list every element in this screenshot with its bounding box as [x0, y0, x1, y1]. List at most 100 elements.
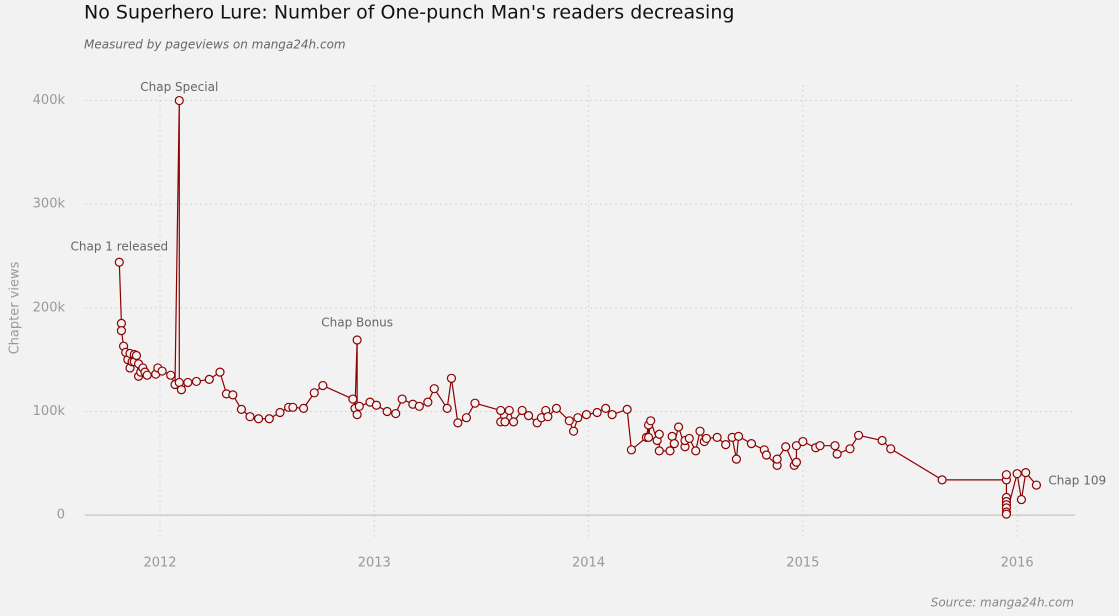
point	[496, 405, 506, 416]
point	[1031, 480, 1042, 490]
point	[601, 403, 611, 413]
point	[453, 418, 463, 428]
point	[622, 404, 632, 415]
point	[298, 403, 309, 413]
point	[114, 257, 124, 267]
point	[523, 411, 534, 421]
point	[543, 412, 553, 422]
point	[761, 450, 772, 460]
point	[352, 409, 362, 420]
y-tick-label: 400k	[33, 93, 66, 108]
point	[1001, 509, 1012, 519]
point	[264, 414, 274, 424]
annotation: Chap Bonus	[321, 315, 393, 329]
point	[684, 433, 694, 444]
point	[215, 367, 225, 377]
point	[371, 400, 382, 410]
point	[731, 454, 742, 464]
point	[288, 402, 298, 412]
point	[665, 446, 675, 456]
point	[354, 401, 364, 411]
y-tick-label: 0	[57, 508, 65, 523]
point	[573, 413, 583, 423]
point	[733, 431, 744, 441]
point	[397, 394, 407, 404]
point	[1001, 470, 1012, 480]
point	[245, 412, 255, 422]
y-tick-label: 300k	[33, 197, 66, 212]
point	[781, 442, 791, 452]
y-tick-label: 200k	[33, 300, 66, 315]
point	[236, 404, 247, 415]
y-axis-label: Chapter views	[8, 261, 23, 354]
point	[853, 430, 864, 440]
point	[442, 403, 452, 413]
point	[712, 432, 722, 442]
source: Source: manga24h.com	[931, 596, 1074, 610]
point	[461, 413, 472, 423]
point	[772, 454, 782, 464]
point	[581, 409, 592, 420]
point	[414, 401, 424, 411]
annotation: Chap 1 released	[70, 240, 168, 254]
point	[886, 444, 896, 454]
x-tick-label: 2013	[358, 556, 391, 571]
point	[607, 409, 617, 420]
point	[643, 432, 654, 442]
point	[551, 403, 562, 413]
point	[654, 446, 664, 456]
point	[791, 441, 802, 451]
point	[382, 406, 392, 417]
point	[564, 416, 574, 426]
point	[191, 376, 202, 387]
point	[253, 414, 264, 424]
point	[309, 388, 319, 398]
point	[166, 370, 176, 380]
point	[654, 429, 664, 439]
x-tick-label: 2014	[572, 556, 605, 571]
point	[877, 435, 887, 446]
point	[791, 457, 802, 467]
y-tick-label: 100k	[33, 404, 66, 419]
point	[429, 384, 439, 394]
point	[695, 426, 705, 436]
point	[845, 444, 855, 454]
point	[830, 441, 840, 451]
point	[626, 445, 637, 455]
point	[228, 390, 238, 400]
line	[118, 100, 1037, 515]
point	[592, 407, 602, 418]
point	[746, 439, 757, 449]
x-tick-label: 2015	[786, 556, 819, 571]
point	[815, 441, 825, 451]
point	[174, 95, 184, 106]
point	[423, 397, 433, 407]
point	[183, 377, 193, 388]
point	[646, 416, 656, 426]
point	[832, 449, 842, 459]
chart-subtitle: Measured by pageviews on manga24h.com	[84, 38, 346, 52]
x-tick-label: 2012	[143, 556, 176, 571]
point	[318, 380, 328, 391]
point	[470, 398, 480, 408]
point	[673, 422, 684, 432]
point	[446, 373, 457, 383]
point	[176, 385, 187, 395]
point	[1012, 469, 1022, 479]
point	[568, 426, 579, 436]
annotation: Chap Special	[140, 80, 218, 94]
point	[508, 417, 519, 427]
point	[517, 405, 527, 416]
point	[798, 436, 808, 447]
point	[142, 370, 152, 380]
point	[504, 405, 514, 416]
point	[116, 326, 127, 336]
x-tick-label: 2016	[1001, 556, 1034, 571]
annotation: Chap 109	[1048, 474, 1106, 488]
point	[691, 446, 701, 456]
point	[721, 440, 731, 450]
point	[204, 374, 214, 384]
point	[500, 417, 510, 427]
point	[701, 433, 712, 444]
